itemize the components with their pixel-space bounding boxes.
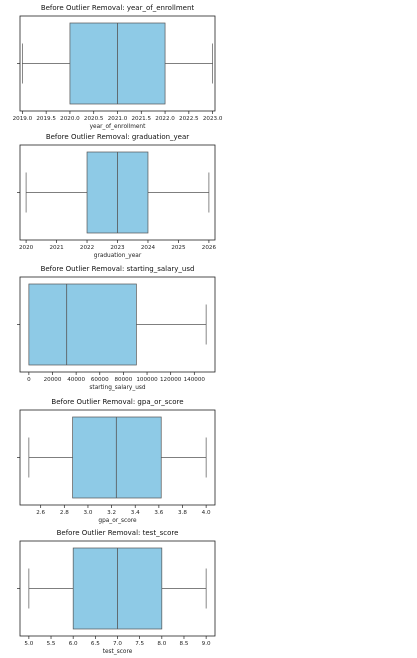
x-axis-label: year_of_enrollment (90, 124, 146, 130)
x-tick-label: 2021.0 (108, 116, 128, 122)
x-tick-label: 2026 (202, 245, 217, 251)
x-axis-label: starting_salary_usd (89, 385, 146, 391)
x-axis-label: gpa_or_score (98, 518, 137, 524)
x-axis-label: graduation_year (94, 253, 142, 259)
x-tick-label: 4.0 (202, 510, 211, 516)
x-tick-label: 8.5 (180, 641, 189, 647)
x-tick-label: 6.0 (69, 641, 78, 647)
box-marks (22, 22, 213, 105)
x-axis-ticks: 2020 2021 2022 2023 2024 2025 2026 (17, 192, 217, 251)
x-tick-label: 2020 (19, 245, 34, 251)
box-marks (28, 547, 207, 630)
x-tick-label: 3.6 (154, 510, 163, 516)
x-tick-label: 2020.0 (60, 116, 80, 122)
x-tick-label: 0 (27, 377, 31, 383)
x-tick-label: 2023 (110, 245, 125, 251)
box-marks (25, 151, 210, 234)
x-tick-label: 9.0 (202, 641, 211, 647)
x-axis-ticks: 2.6 2.8 3.0 3.2 3.4 3.6 3.8 4.0 (17, 457, 211, 516)
x-tick-label: 40000 (67, 377, 85, 383)
chart-panel-starting-salary-usd: Before Outlier Removal: starting_salary_… (17, 265, 216, 391)
iqr-box (28, 283, 137, 366)
x-tick-label: 5.0 (24, 641, 33, 647)
x-tick-label: 2025 (171, 245, 186, 251)
x-tick-label: 2019.5 (36, 116, 56, 122)
box-marks (28, 283, 207, 366)
x-tick-label: 2020.5 (84, 116, 104, 122)
x-tick-label: 2023.0 (203, 116, 223, 122)
x-tick-label: 2022.5 (179, 116, 199, 122)
x-axis-ticks: 2019.0 2019.5 2020.0 2020.5 2021.0 2021.5 2022… (13, 63, 223, 122)
chart-panel-test-score: Before Outlier Removal: test_score 5.0 5.… (17, 529, 216, 655)
iqr-box (72, 416, 162, 499)
x-tick-label: 3.0 (84, 510, 93, 516)
x-tick-label: 2021 (49, 245, 64, 251)
chart-title: Before Outlier Removal: starting_salary_… (41, 265, 195, 273)
x-tick-label: 7.0 (113, 641, 122, 647)
x-tick-label: 80000 (115, 377, 133, 383)
x-tick-label: 2024 (141, 245, 156, 251)
x-axis-ticks: 0 20000 40000 60000 80000 100000 120000 140000 (17, 324, 206, 383)
x-axis-label: test_score (103, 649, 133, 655)
chart-title: Before Outlier Removal: test_score (57, 529, 179, 537)
x-tick-label: 2022 (80, 245, 94, 251)
chart-title: Before Outlier Removal: graduation_year (46, 133, 189, 141)
x-tick-label: 2.6 (36, 510, 45, 516)
chart-panel-year-of-enrollment: Before Outlier Removal: year_of_enrollme… (13, 4, 223, 130)
x-tick-label: 100000 (136, 377, 158, 383)
x-tick-label: 60000 (91, 377, 109, 383)
x-tick-label: 2019.0 (13, 116, 33, 122)
x-axis-ticks: 5.0 5.5 6.0 6.5 7.0 7.5 8.0 8.5 9.0 (17, 588, 211, 647)
x-tick-label: 7.5 (135, 641, 144, 647)
chart-title: Before Outlier Removal: gpa_or_score (51, 398, 183, 406)
x-tick-label: 5.5 (47, 641, 56, 647)
chart-panel-gpa-or-score: Before Outlier Removal: gpa_or_score 2.6… (17, 398, 216, 524)
x-tick-label: 2021.5 (131, 116, 151, 122)
x-tick-label: 3.4 (131, 510, 140, 516)
x-tick-label: 20000 (44, 377, 62, 383)
x-tick-label: 2022.0 (155, 116, 175, 122)
x-tick-label: 140000 (184, 377, 206, 383)
x-tick-label: 6.5 (91, 641, 100, 647)
box-marks (28, 416, 207, 499)
x-tick-label: 2.8 (60, 510, 69, 516)
x-tick-label: 3.2 (107, 510, 116, 516)
x-tick-label: 120000 (160, 377, 182, 383)
chart-panel-graduation-year: Before Outlier Removal: graduation_year … (17, 133, 216, 259)
x-tick-label: 3.8 (178, 510, 187, 516)
x-tick-label: 8.0 (157, 641, 166, 647)
chart-title: Before Outlier Removal: year_of_enrollme… (41, 4, 195, 12)
